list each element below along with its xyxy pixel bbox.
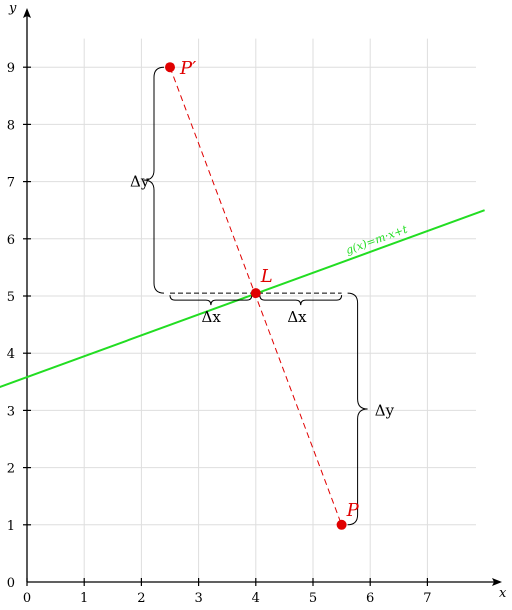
y-tick-label: 0	[7, 576, 15, 591]
x-tick-label: 0	[23, 591, 31, 606]
delta-y-lower-label: Δy	[375, 401, 395, 419]
y-tick-label: 6	[7, 233, 15, 248]
delta-x-right-label: Δx	[287, 308, 307, 326]
y-tick-label: 9	[7, 61, 15, 76]
x-tick-label: 2	[137, 591, 145, 606]
marks	[0, 62, 485, 530]
y-tick-label: 7	[7, 176, 15, 191]
x-tick-label: 7	[423, 591, 431, 606]
x-tick-label: 5	[309, 591, 317, 606]
y-tick-label: 4	[7, 347, 15, 362]
delta-x-left-label: Δx	[202, 308, 222, 326]
grid	[27, 38, 477, 582]
x-axis-label: x	[499, 586, 507, 601]
y-tick-label: 8	[7, 118, 15, 133]
y-tick-label: 5	[7, 290, 15, 305]
y-tick-label: 3	[7, 404, 15, 419]
line-g	[0, 209, 485, 389]
point-label: L	[260, 266, 273, 287]
labels: 0 1 2 3 4 5 6 7 0 1 2 3 4 5 6 7 8 9 x y g(x)=m·x+t Δy Δy Δx Δx P L…	[7, 1, 507, 606]
point-p-prime	[165, 62, 175, 73]
x-tick-label: 4	[252, 591, 260, 606]
y-tick-label: 2	[7, 462, 15, 477]
x-tick-label: 1	[80, 591, 88, 606]
brace-delta-y-lower	[347, 292, 368, 526]
brace-delta-x-left	[169, 295, 253, 306]
point-p	[336, 519, 347, 530]
line-g-label: g(x)=m·x+t	[344, 222, 410, 257]
point-l	[250, 288, 261, 299]
brace-delta-x-right	[259, 295, 343, 306]
axes	[23, 8, 502, 586]
x-tick-label: 3	[194, 591, 202, 606]
delta-y-upper-label: Δy	[130, 173, 150, 191]
point-label: P′	[179, 58, 196, 79]
x-tick-label: 6	[366, 591, 374, 606]
point-label: P	[346, 500, 360, 521]
y-axis-label: y	[8, 1, 17, 16]
brace-delta-y-upper	[143, 66, 165, 294]
y-tick-label: 1	[7, 519, 15, 534]
